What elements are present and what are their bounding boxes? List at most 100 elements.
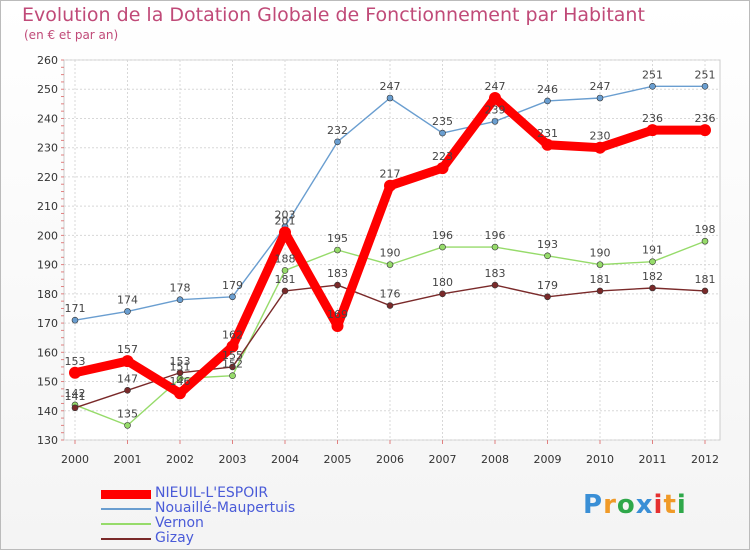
data-point xyxy=(596,94,604,102)
legend-label: Nouaillé-Maupertuis xyxy=(155,500,296,516)
data-point xyxy=(649,258,656,265)
plot-area xyxy=(63,59,721,441)
x-tick-label: 2008 xyxy=(481,453,509,466)
data-point xyxy=(544,97,551,105)
data-label: 251 xyxy=(695,68,716,81)
logo-letter: P xyxy=(583,490,604,520)
data-point xyxy=(124,308,131,315)
data-label: 201 xyxy=(275,214,296,227)
data-point xyxy=(699,124,711,137)
logo-letter: o xyxy=(616,490,636,520)
data-point xyxy=(69,366,81,379)
logo-letter: i xyxy=(676,490,687,520)
data-label: 198 xyxy=(695,223,716,236)
data-point xyxy=(439,129,446,137)
legend-swatch xyxy=(101,523,151,525)
legend-label: Vernon xyxy=(155,515,204,531)
y-tick-label: 220 xyxy=(37,171,58,184)
data-point xyxy=(439,243,446,251)
y-tick-label: 240 xyxy=(37,112,58,125)
y-tick-label: 150 xyxy=(37,376,58,389)
data-point xyxy=(701,287,709,295)
data-label: 183 xyxy=(485,267,506,280)
data-point xyxy=(124,387,131,394)
data-label: 151 xyxy=(170,361,191,374)
data-point xyxy=(386,302,394,309)
data-label: 146 xyxy=(170,375,191,388)
logo-letter: x xyxy=(635,490,654,520)
data-label: 217 xyxy=(380,168,401,181)
data-label: 181 xyxy=(275,273,296,286)
data-label: 141 xyxy=(65,390,86,403)
data-label: 169 xyxy=(327,308,348,321)
data-label: 196 xyxy=(485,229,506,242)
data-point xyxy=(281,287,289,295)
y-tick-label: 190 xyxy=(37,259,58,272)
data-label: 247 xyxy=(380,80,401,93)
data-label: 246 xyxy=(537,83,558,96)
y-tick-label: 260 xyxy=(37,54,58,67)
data-label: 191 xyxy=(642,244,663,257)
data-point xyxy=(281,267,289,274)
data-point xyxy=(596,287,604,295)
data-label: 179 xyxy=(537,279,558,292)
x-tick-label: 2006 xyxy=(376,453,404,466)
data-point xyxy=(334,138,341,146)
x-tick-label: 2012 xyxy=(691,453,719,466)
data-point xyxy=(331,320,344,332)
data-point xyxy=(489,92,501,104)
data-point xyxy=(124,422,131,429)
data-label: 171 xyxy=(65,302,86,315)
data-point xyxy=(386,261,394,268)
data-point xyxy=(544,293,551,301)
data-point xyxy=(176,296,184,303)
data-label: 247 xyxy=(590,80,611,93)
data-label: 155 xyxy=(222,349,243,362)
data-point xyxy=(174,387,186,400)
data-point xyxy=(491,281,499,289)
data-label: 232 xyxy=(327,124,348,137)
chart-subtitle: (en € et par an) xyxy=(24,28,119,42)
data-label: 157 xyxy=(117,343,138,356)
data-label: 176 xyxy=(380,288,401,301)
legend-label: Gizay xyxy=(155,530,194,546)
data-label: 162 xyxy=(222,328,243,341)
data-label: 181 xyxy=(695,273,716,286)
logo-letter: t xyxy=(663,490,677,520)
data-label: 196 xyxy=(432,229,453,242)
data-point xyxy=(541,138,554,151)
data-label: 195 xyxy=(327,232,348,245)
data-label: 135 xyxy=(117,407,138,420)
data-label: 251 xyxy=(642,68,663,81)
y-tick-label: 180 xyxy=(37,288,58,301)
proxiti-logo: Proxiti xyxy=(583,490,687,520)
y-tick-label: 130 xyxy=(37,434,58,447)
data-point xyxy=(491,243,499,251)
data-point xyxy=(439,290,446,298)
data-point xyxy=(229,363,236,371)
x-tick-label: 2005 xyxy=(324,453,352,466)
data-point xyxy=(334,281,341,289)
data-point xyxy=(646,124,659,137)
data-point xyxy=(544,252,551,260)
data-label: 239 xyxy=(485,103,506,116)
data-label: 180 xyxy=(432,276,453,289)
data-label: 247 xyxy=(485,80,506,93)
x-tick-label: 2011 xyxy=(639,453,667,466)
legend-swatch xyxy=(101,538,151,540)
y-tick-label: 160 xyxy=(37,346,58,359)
data-label: 152 xyxy=(222,358,243,371)
data-label: 230 xyxy=(590,130,611,143)
data-point xyxy=(436,162,449,175)
data-label: 188 xyxy=(275,252,296,265)
data-label: 203 xyxy=(275,209,296,222)
data-point xyxy=(71,404,79,412)
data-point xyxy=(649,284,656,292)
y-tick-label: 170 xyxy=(37,317,58,330)
data-label: 178 xyxy=(170,282,191,295)
data-label: 183 xyxy=(327,267,348,280)
x-tick-label: 2000 xyxy=(61,453,89,466)
data-label: 153 xyxy=(170,355,191,368)
data-point xyxy=(121,355,134,368)
data-point xyxy=(334,246,341,254)
